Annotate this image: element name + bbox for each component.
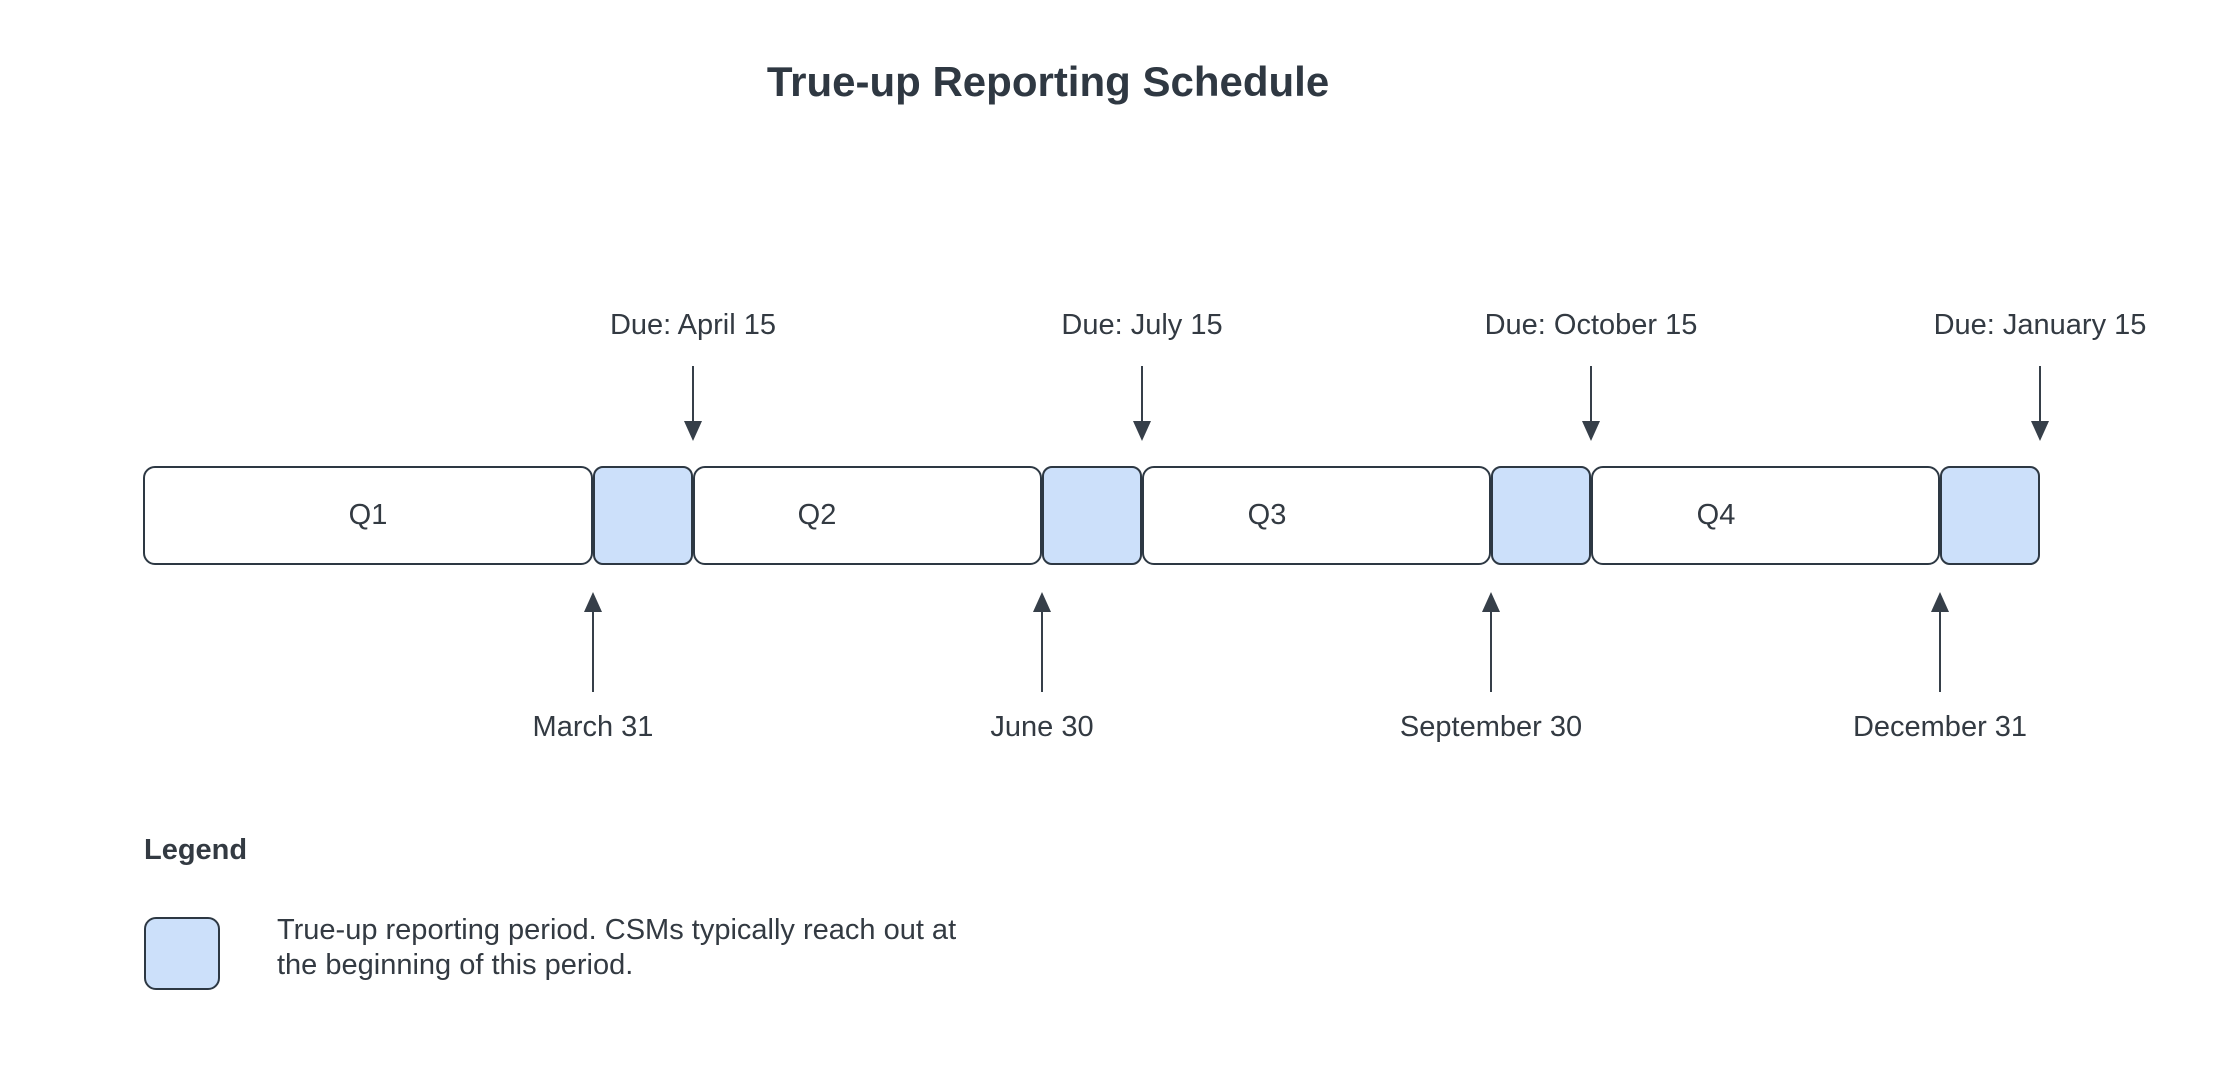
quarter-label-q4: Q4 bbox=[1696, 499, 1736, 531]
down-arrow-icon-q4 bbox=[2030, 366, 2050, 441]
arrow-head bbox=[1931, 592, 1949, 612]
up-arrow-icon-q4 bbox=[1930, 592, 1950, 692]
arrow-line bbox=[1141, 366, 1143, 421]
due-date-label-q1: Due: April 15 bbox=[609, 309, 777, 341]
trueup-period-box-4 bbox=[1940, 466, 2040, 565]
due-date-label-q2: Due: July 15 bbox=[1061, 309, 1223, 341]
arrow-line bbox=[1490, 612, 1492, 692]
up-arrow-icon-q1 bbox=[583, 592, 603, 692]
arrow-head bbox=[1582, 421, 1600, 441]
quarter-box-q2 bbox=[693, 466, 1042, 565]
quarter-end-label-q2: June 30 bbox=[990, 711, 1094, 743]
arrow-line bbox=[1041, 612, 1043, 692]
up-arrow-icon-q3 bbox=[1481, 592, 1501, 692]
arrow-head bbox=[684, 421, 702, 441]
quarter-label-q2: Q2 bbox=[797, 499, 837, 531]
quarter-box-q1 bbox=[143, 466, 593, 565]
down-arrow-icon-q3 bbox=[1581, 366, 1601, 441]
trueup-period-box-3 bbox=[1491, 466, 1591, 565]
quarter-end-label-q1: March 31 bbox=[532, 711, 654, 743]
arrow-line bbox=[1939, 612, 1941, 692]
quarter-end-label-q4: December 31 bbox=[1852, 711, 2028, 743]
arrow-line bbox=[1590, 366, 1592, 421]
due-date-label-q4: Due: January 15 bbox=[1933, 309, 2147, 341]
quarter-box-q3 bbox=[1142, 466, 1491, 565]
legend-description: True-up reporting period. CSMs typically… bbox=[277, 914, 957, 981]
quarter-label-q1: Q1 bbox=[348, 499, 388, 531]
arrow-head bbox=[584, 592, 602, 612]
quarter-label-q3: Q3 bbox=[1247, 499, 1287, 531]
arrow-head bbox=[1482, 592, 1500, 612]
legend-title: Legend bbox=[144, 834, 248, 866]
trueup-period-box-2 bbox=[1042, 466, 1142, 565]
arrow-head bbox=[1033, 592, 1051, 612]
arrow-line bbox=[2039, 366, 2041, 421]
arrow-head bbox=[1133, 421, 1151, 441]
legend-swatch bbox=[144, 917, 220, 990]
quarter-box-q4 bbox=[1591, 466, 1940, 565]
down-arrow-icon-q1 bbox=[683, 366, 703, 441]
up-arrow-icon-q2 bbox=[1032, 592, 1052, 692]
down-arrow-icon-q2 bbox=[1132, 366, 1152, 441]
arrow-head bbox=[2031, 421, 2049, 441]
due-date-label-q3: Due: October 15 bbox=[1484, 309, 1698, 341]
page-title: True-up Reporting Schedule bbox=[766, 58, 1330, 105]
quarter-end-label-q3: September 30 bbox=[1399, 711, 1583, 743]
arrow-line bbox=[692, 366, 694, 421]
arrow-line bbox=[592, 612, 594, 692]
trueup-period-box-1 bbox=[593, 466, 693, 565]
